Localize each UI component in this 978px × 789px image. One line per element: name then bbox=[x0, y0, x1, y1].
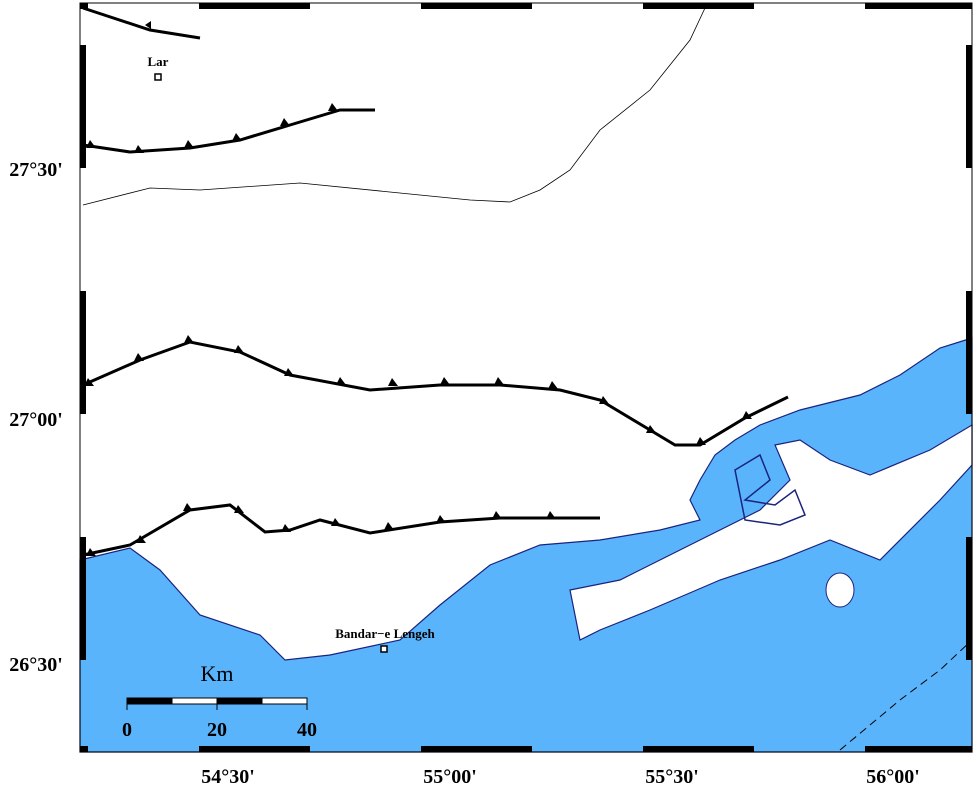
frame-segment bbox=[966, 45, 972, 168]
place-marker bbox=[380, 645, 388, 653]
frame-segment bbox=[643, 746, 754, 752]
frame-segment bbox=[421, 3, 532, 9]
lon-label: 55°00' bbox=[423, 766, 477, 788]
small-island bbox=[825, 572, 855, 608]
frame-border bbox=[79, 2, 973, 753]
lat-label: 27°00' bbox=[9, 409, 63, 431]
faults bbox=[82, 6, 789, 557]
mangrove bbox=[734, 453, 806, 526]
place-label: Lar bbox=[148, 54, 169, 69]
lat-label: 26°30' bbox=[9, 654, 63, 676]
frame-segment bbox=[865, 3, 972, 9]
scale-bar bbox=[126, 697, 308, 710]
frame-segment bbox=[80, 45, 86, 168]
boundary-line bbox=[82, 7, 706, 206]
frame-segment bbox=[80, 537, 86, 660]
lon-label: 55°30' bbox=[645, 766, 699, 788]
frame-segment bbox=[80, 746, 88, 752]
place-marker bbox=[154, 73, 162, 81]
scale-tick: 20 bbox=[207, 719, 227, 741]
frame-segment bbox=[80, 3, 88, 9]
dashed-line bbox=[839, 639, 973, 751]
frame-segment bbox=[199, 3, 310, 9]
frame-segment bbox=[966, 537, 972, 660]
frame-segment bbox=[199, 746, 310, 752]
island bbox=[569, 423, 973, 641]
frame-segment bbox=[865, 746, 972, 752]
scale-tick: 40 bbox=[297, 719, 317, 741]
scale-tick: 0 bbox=[122, 719, 132, 741]
frame-segment bbox=[643, 3, 754, 9]
frame bbox=[80, 3, 972, 752]
lat-label: 27°30' bbox=[9, 159, 63, 181]
lon-label: 56°00' bbox=[866, 766, 920, 788]
lon-label: 54°30' bbox=[201, 766, 255, 788]
frame-segment bbox=[966, 291, 972, 414]
scale-unit: Km bbox=[201, 661, 234, 686]
frame-segment bbox=[80, 291, 86, 414]
place-label: Bandar−e Lengeh bbox=[335, 626, 435, 641]
frame-segment bbox=[421, 746, 532, 752]
sea bbox=[79, 337, 973, 753]
